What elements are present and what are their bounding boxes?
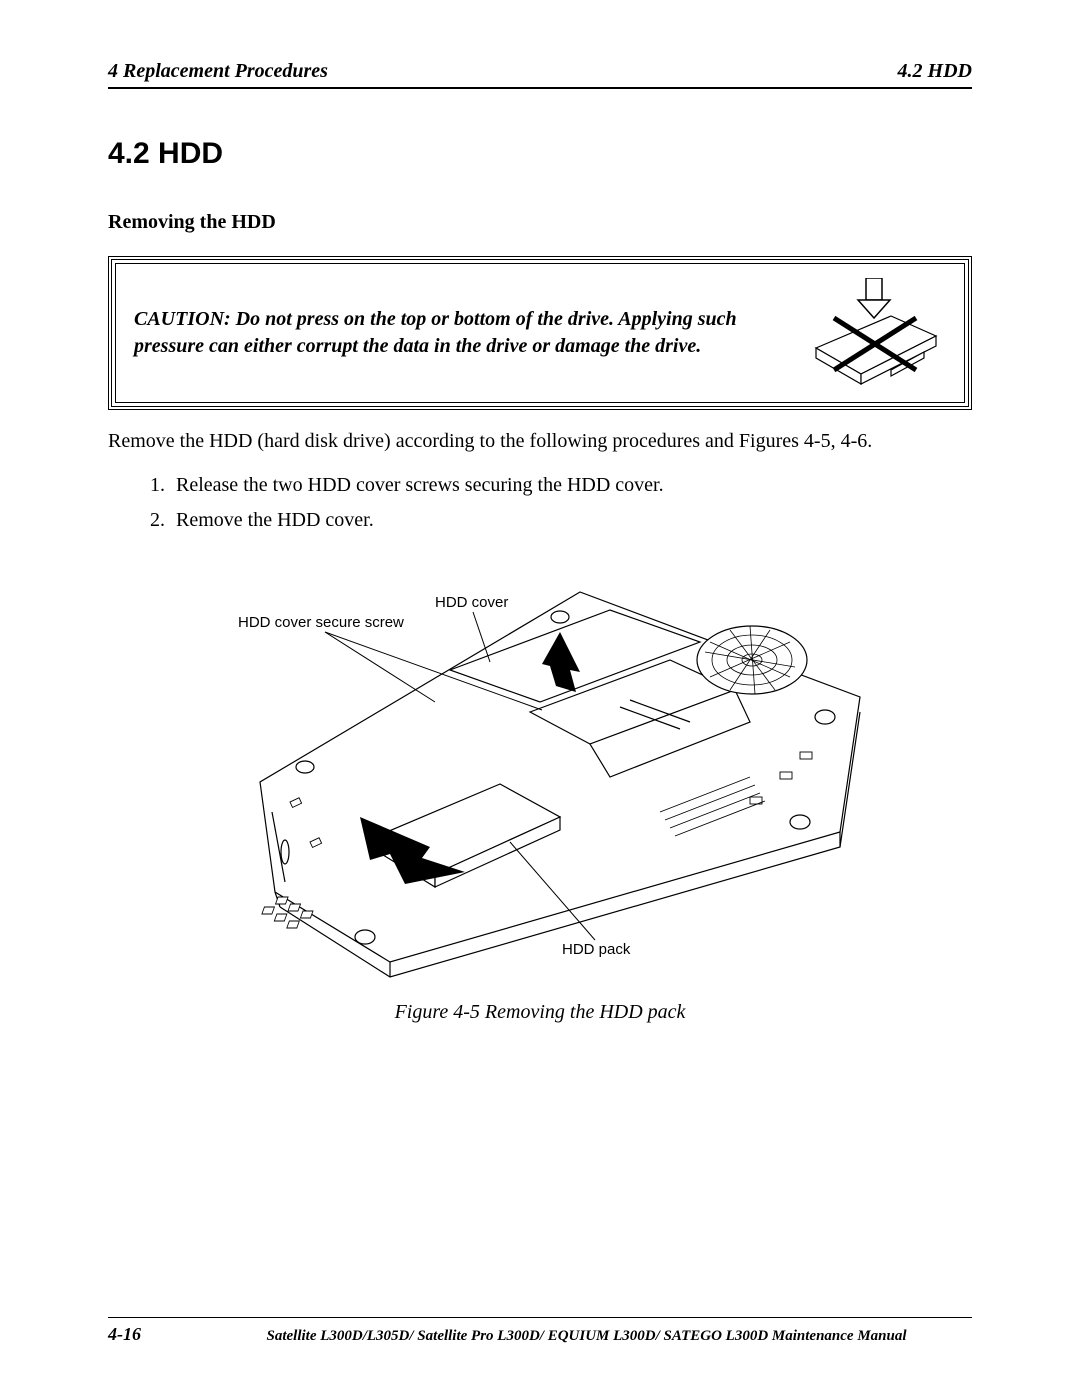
- step-item: Remove the HDD cover.: [170, 509, 972, 532]
- header-right: 4.2 HDD: [898, 60, 972, 83]
- label-hdd-cover: HDD cover: [435, 594, 508, 611]
- figure-caption: Figure 4-5 Removing the HDD pack: [108, 1001, 972, 1024]
- footer-manual-title: Satellite L300D/L305D/ Satellite Pro L30…: [201, 1328, 972, 1345]
- caution-box: CAUTION: Do not press on the top or bott…: [108, 256, 972, 410]
- label-hdd-cover-screw: HDD cover secure screw: [238, 614, 404, 631]
- caution-hdd-press-icon: [796, 278, 946, 388]
- intro-paragraph: Remove the HDD (hard disk drive) accordi…: [108, 426, 972, 456]
- footer-page-number: 4-16: [108, 1324, 141, 1345]
- procedure-steps: Release the two HDD cover screws securin…: [108, 474, 972, 532]
- page-header: 4 Replacement Procedures 4.2 HDD: [108, 60, 972, 89]
- step-item: Release the two HDD cover screws securin…: [170, 474, 972, 497]
- section-title: 4.2 HDD: [108, 137, 972, 171]
- label-hdd-pack: HDD pack: [562, 941, 631, 958]
- subheading: Removing the HDD: [108, 211, 972, 234]
- figure-4-5: HDD cover HDD cover secure screw HDD pac…: [108, 562, 972, 1024]
- page-footer: 4-16 Satellite L300D/L305D/ Satellite Pr…: [108, 1317, 972, 1345]
- caution-box-inner: CAUTION: Do not press on the top or bott…: [115, 263, 965, 403]
- laptop-hdd-diagram-icon: HDD cover HDD cover secure screw HDD pac…: [190, 562, 890, 982]
- header-left: 4 Replacement Procedures: [108, 60, 328, 83]
- page-container: 4 Replacement Procedures 4.2 HDD 4.2 HDD…: [0, 0, 1080, 1397]
- caution-text: CAUTION: Do not press on the top or bott…: [134, 306, 776, 360]
